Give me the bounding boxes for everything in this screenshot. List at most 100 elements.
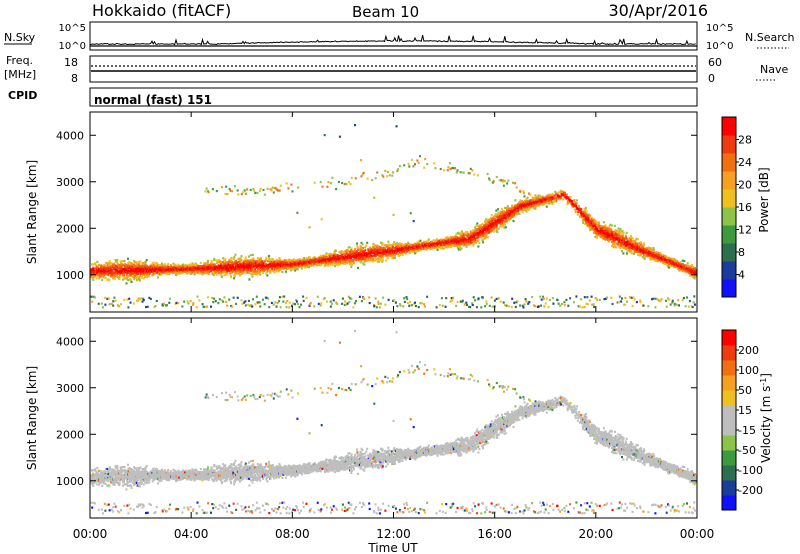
power-cell — [295, 300, 298, 303]
power-cell — [259, 270, 262, 273]
power-cell — [231, 264, 234, 267]
power-cell — [191, 265, 194, 268]
power-cell — [107, 297, 110, 300]
power-cell — [475, 241, 478, 244]
power-cell — [384, 303, 387, 306]
power-cell — [161, 266, 164, 270]
power-cell — [113, 268, 116, 271]
power-cell — [373, 196, 376, 199]
power-cell — [138, 298, 141, 301]
power-cell — [258, 269, 261, 272]
power-cell — [247, 303, 250, 306]
power-cell — [378, 306, 381, 309]
power-cell — [107, 264, 110, 267]
power-cell — [120, 263, 123, 266]
power-cell — [341, 302, 344, 305]
power-cell — [146, 305, 149, 308]
power-cell — [201, 303, 204, 306]
power-cell — [223, 259, 226, 262]
power-cell — [126, 298, 129, 301]
power-cell — [330, 182, 332, 185]
power-cell — [462, 171, 465, 174]
power-cell — [145, 305, 147, 309]
cpid-value: normal (fast) 151 — [94, 93, 212, 107]
power-cell — [278, 263, 281, 266]
power-cell — [96, 268, 99, 271]
power-cell — [224, 265, 227, 268]
power-cell — [239, 260, 242, 263]
power-cell — [126, 273, 129, 276]
power-cell — [466, 303, 468, 306]
power-cell — [184, 263, 187, 266]
power-cell — [300, 303, 302, 306]
power-cell — [403, 297, 406, 300]
power-cell — [381, 242, 384, 245]
power-cell — [294, 261, 297, 264]
power-cell — [392, 213, 395, 216]
power-cell — [225, 266, 228, 269]
power-cell — [519, 190, 522, 193]
power-cell — [145, 267, 148, 270]
power-cell — [113, 262, 116, 265]
power-cell — [401, 253, 404, 256]
power-cell — [272, 303, 275, 306]
power-cell — [167, 266, 170, 269]
power-cell — [279, 258, 282, 261]
power-cell — [253, 264, 256, 267]
power-cell — [249, 304, 251, 307]
power-cell — [99, 275, 102, 278]
power-cell — [175, 271, 178, 274]
cpid-label: CPID — [8, 89, 37, 102]
power-cell — [515, 186, 518, 189]
power-cell — [504, 206, 507, 209]
power-cell — [179, 265, 182, 268]
power-cell — [293, 258, 296, 262]
power-cell — [388, 174, 391, 177]
power-cell — [542, 295, 545, 298]
power-cell — [307, 263, 310, 266]
power-cell — [366, 177, 369, 180]
power-cell — [238, 272, 240, 275]
power-cell — [196, 264, 199, 267]
power-cell — [320, 302, 323, 305]
power-cell — [469, 241, 472, 244]
power-cell — [111, 269, 114, 272]
power-cell — [222, 268, 225, 271]
power-cell — [163, 302, 166, 305]
power-cell — [474, 299, 477, 302]
power-cell — [256, 191, 259, 195]
power-cell — [172, 262, 175, 265]
power-cell — [126, 271, 129, 275]
power-cell — [192, 302, 195, 305]
power-cell — [224, 268, 227, 271]
power-cell — [118, 305, 121, 308]
power-cell — [282, 300, 285, 303]
power-cell — [139, 264, 142, 267]
power-cell — [204, 190, 207, 193]
power-cell — [259, 259, 262, 262]
power-cell — [226, 192, 229, 196]
power-cell — [215, 261, 218, 265]
power-cell — [363, 263, 366, 266]
power-cell — [236, 296, 239, 299]
power-cell — [177, 266, 180, 269]
power-cell — [240, 299, 243, 302]
power-cell — [472, 242, 475, 245]
power-cell — [226, 271, 229, 274]
power-cell — [259, 187, 262, 191]
power-cell — [271, 261, 274, 264]
power-cell — [224, 260, 227, 263]
power-cell — [140, 269, 142, 272]
power-cell — [209, 269, 212, 272]
power-cell — [280, 260, 283, 263]
power-cell — [478, 241, 481, 245]
power-cell — [113, 264, 116, 267]
power-cell — [295, 268, 298, 271]
power-cell — [218, 271, 221, 274]
power-cell — [202, 269, 205, 272]
power-cell — [320, 258, 323, 261]
power-cell — [139, 260, 142, 263]
power-cell — [417, 306, 420, 309]
power-cell — [354, 124, 356, 127]
power-cell — [265, 272, 268, 275]
